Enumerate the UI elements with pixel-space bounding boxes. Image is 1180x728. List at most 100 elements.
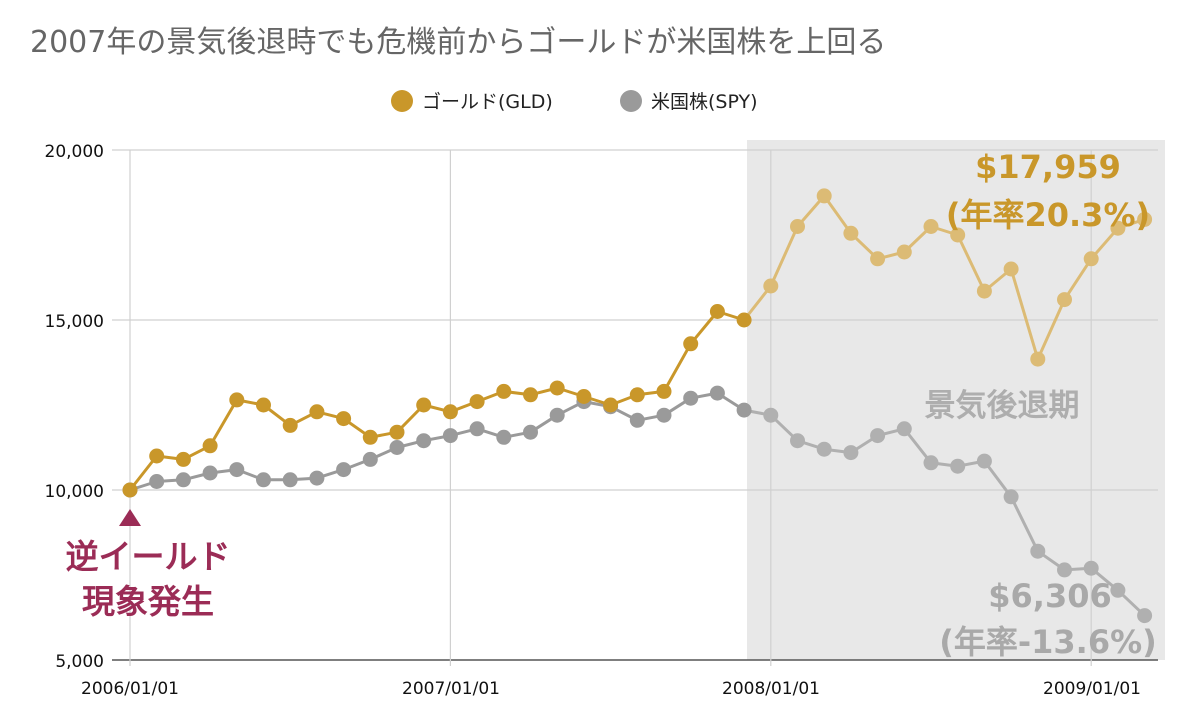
chart-title: 2007年の景気後退時でも危機前からゴールドが米国株を上回る — [30, 25, 886, 60]
data-point-gold — [1083, 251, 1099, 267]
data-point-spy — [416, 433, 432, 449]
data-point-spy — [496, 429, 512, 445]
y-axis-tick-labels: 20,000 15,000 10,000 5,000 — [45, 142, 104, 672]
data-point-gold — [576, 389, 592, 404]
data-point-spy — [1057, 562, 1072, 578]
series-spy — [122, 385, 1153, 624]
series-line-gold — [128, 310, 745, 491]
inversion-label-line1: 逆イールド — [66, 537, 231, 576]
x-tick-label: 2007/01/01 — [402, 679, 500, 699]
legend-swatch-gold — [391, 90, 413, 112]
data-point-gold — [256, 397, 271, 413]
data-point-spy — [923, 455, 939, 471]
data-point-gold — [976, 283, 992, 299]
data-point-spy — [469, 421, 485, 437]
data-point-spy — [683, 390, 699, 406]
legend-label-spy: 米国株(SPY) — [651, 91, 758, 113]
data-point-gold — [683, 336, 699, 352]
data-point-spy — [1003, 489, 1019, 505]
data-point-spy — [629, 412, 645, 428]
data-point-spy — [442, 428, 458, 444]
data-point-gold — [149, 448, 165, 464]
y-tick-label: 5,000 — [55, 652, 104, 672]
data-point-gold — [1110, 220, 1126, 236]
data-point-spy — [896, 421, 912, 437]
data-point-spy — [362, 451, 378, 467]
data-point-spy — [336, 462, 352, 478]
gold-annual-return-label: (年率20.3%) — [946, 196, 1150, 234]
data-point-gold — [202, 438, 218, 454]
data-point-gold — [1057, 292, 1072, 308]
data-point-gold — [950, 227, 966, 243]
series-line-spy-recession — [743, 408, 1146, 617]
data-point-spy — [736, 402, 752, 418]
data-point-gold — [309, 404, 325, 420]
data-point-spy — [709, 385, 725, 401]
data-point-gold — [442, 404, 458, 420]
data-point-gold — [1030, 351, 1046, 367]
data-point-spy — [282, 472, 298, 488]
data-point-gold — [229, 392, 245, 408]
recession-label: 景気後退期 — [925, 388, 1080, 424]
data-point-spy — [229, 462, 245, 478]
data-point-gold — [282, 417, 298, 433]
data-point-gold — [1003, 261, 1019, 277]
data-point-gold — [362, 429, 378, 445]
data-point-spy — [1083, 560, 1099, 576]
data-point-gold — [496, 383, 512, 399]
data-point-spy — [256, 472, 271, 488]
data-point-spy — [1110, 582, 1126, 598]
data-point-spy — [149, 474, 165, 489]
data-point-spy — [309, 470, 325, 486]
data-point-gold — [416, 397, 432, 413]
data-point-gold — [870, 251, 886, 267]
data-point-gold — [656, 383, 672, 399]
inversion-label-line2: 現象発生 — [82, 582, 214, 621]
data-point-gold — [336, 411, 352, 427]
data-point-gold — [843, 225, 859, 241]
data-point-spy — [656, 407, 672, 423]
y-tick-label: 15,000 — [45, 312, 104, 332]
y-tick-label: 20,000 — [45, 142, 104, 162]
data-point-gold — [549, 380, 565, 396]
data-point-gold — [469, 394, 485, 410]
data-point-spy — [816, 441, 832, 457]
data-point-spy — [1137, 608, 1153, 624]
x-tick-label: 2008/01/01 — [722, 679, 820, 699]
data-point-gold — [122, 482, 138, 498]
data-point-gold — [523, 387, 538, 403]
data-point-spy — [870, 428, 886, 444]
legend: ゴールド(GLD) 米国株(SPY) — [391, 90, 758, 113]
data-point-spy — [523, 424, 538, 440]
data-point-spy — [843, 445, 859, 461]
data-point-gold — [389, 424, 405, 440]
x-tick-label: 2009/01/01 — [1043, 679, 1141, 699]
data-point-spy — [1030, 543, 1046, 559]
data-point-gold — [763, 278, 779, 294]
data-point-spy — [790, 433, 805, 449]
data-point-spy — [976, 453, 992, 469]
legend-label-gold: ゴールド(GLD) — [422, 91, 553, 113]
data-point-spy — [202, 465, 218, 481]
data-point-gold — [923, 219, 939, 234]
data-point-gold — [736, 312, 752, 328]
series-layer — [122, 188, 1153, 624]
legend-swatch-spy — [620, 90, 642, 112]
series-gold — [122, 188, 1153, 498]
spy-annual-return-label: (年率-13.6%) — [939, 623, 1157, 661]
data-point-spy — [950, 458, 966, 474]
data-point-gold — [816, 188, 832, 204]
data-point-gold — [1137, 211, 1153, 227]
data-point-gold — [175, 451, 191, 467]
gridlines — [112, 149, 1158, 666]
x-axis-tick-labels: 2006/01/01 2007/01/01 2008/01/01 2009/01… — [81, 679, 1141, 699]
inversion-triangle-marker — [119, 509, 141, 526]
data-point-spy — [175, 472, 191, 488]
data-point-spy — [549, 407, 565, 423]
data-point-gold — [603, 397, 619, 413]
gold-final-value-label: $17,959 — [975, 148, 1121, 186]
data-point-spy — [389, 440, 405, 455]
data-point-gold — [896, 244, 912, 260]
data-point-spy — [763, 407, 779, 423]
